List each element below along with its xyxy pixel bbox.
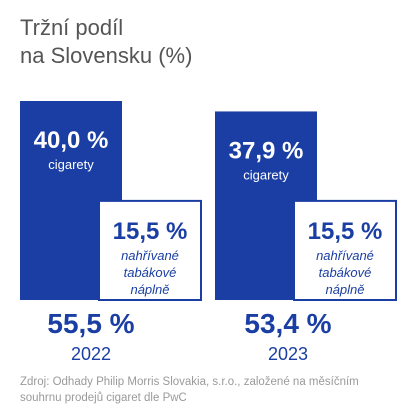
- cigarettes-series-label-2022: cigarety: [48, 157, 94, 172]
- cigarettes-value-label-2023: 37,9 %: [229, 137, 304, 164]
- heated-series-label-2022-2: náplně: [130, 282, 169, 297]
- heated-tobacco-bar-2022: [98, 199, 202, 301]
- year-label-2022: 2022: [70, 344, 112, 364]
- total-label-2022: 55,5 %: [47, 308, 135, 339]
- year-label-2023: 2023: [267, 344, 309, 364]
- total-label-2023: 53,4 %: [244, 308, 332, 339]
- title-line-1: Tržní podíl: [20, 15, 124, 40]
- heated-value-label-2023: 15,5 %: [308, 218, 383, 245]
- heated-value-label-2022: 15,5 %: [113, 218, 188, 245]
- heated-series-label-2023-1: tabákové: [319, 265, 372, 280]
- cigarettes-series-label-2023: cigarety: [243, 167, 289, 182]
- cigarettes-value-label-2022: 40,0 %: [34, 127, 109, 154]
- heated-series-label-2023-0: nahřívané: [316, 248, 374, 263]
- source-note: Zdroj: Odhady Philip Morris Slovakia, s.…: [20, 376, 359, 404]
- heated-series-label-2022-0: nahřívané: [121, 248, 179, 263]
- heated-tobacco-bar-2023: [293, 199, 397, 301]
- heated-series-label-2022-1: tabákové: [124, 265, 177, 280]
- title-line-2: na Slovensku (%): [20, 43, 193, 68]
- chart-title: Tržní podíl na Slovensku (%): [20, 14, 270, 70]
- heated-series-label-2023-2: náplně: [325, 282, 364, 297]
